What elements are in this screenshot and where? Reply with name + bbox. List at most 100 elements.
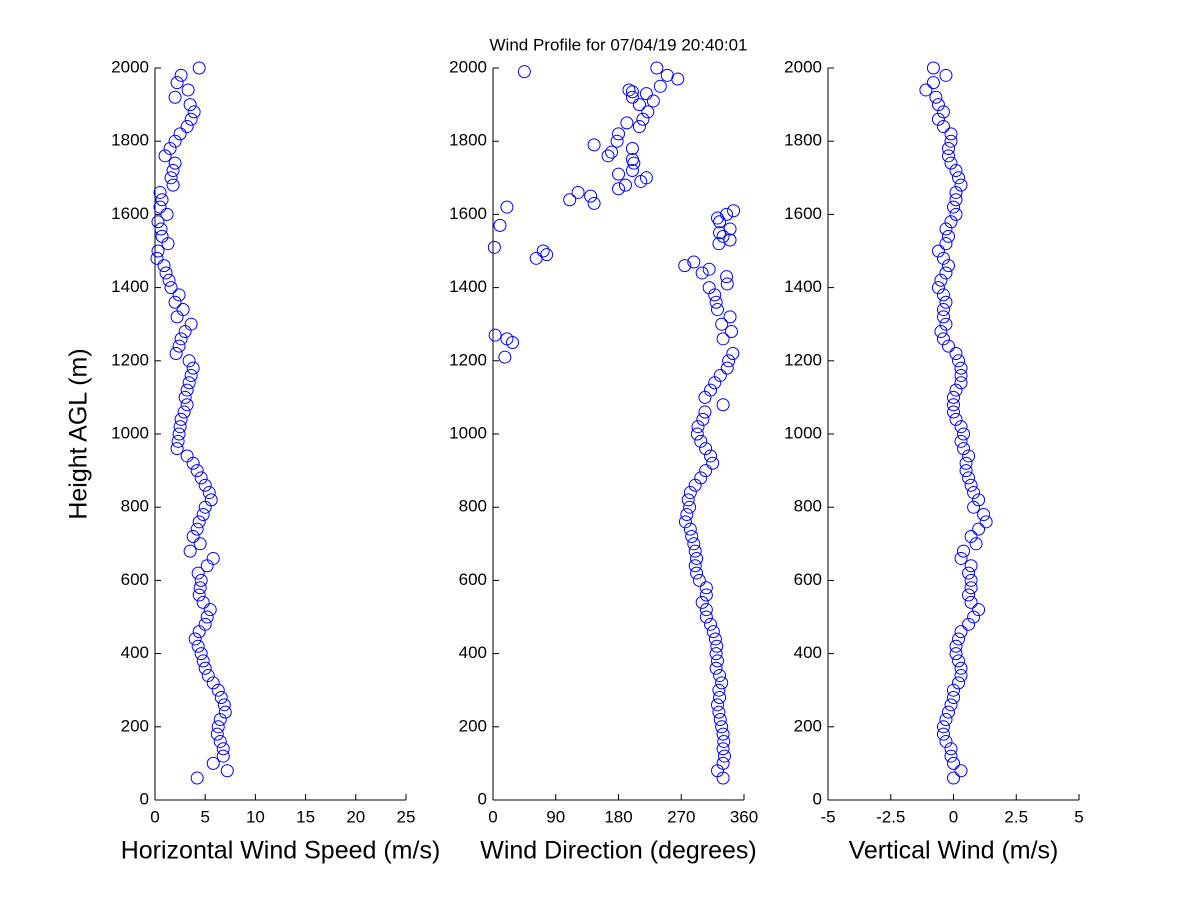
data-point [158, 149, 172, 163]
data-point [183, 544, 197, 558]
data-point [716, 398, 730, 412]
data-point [178, 390, 192, 404]
data-point [939, 222, 953, 236]
data-point [625, 142, 639, 156]
data-point [174, 412, 188, 426]
data-point [620, 116, 634, 130]
data-point [954, 368, 968, 382]
data-point [941, 229, 955, 243]
data-point [717, 749, 731, 763]
data-point [192, 625, 206, 639]
x-tick-label: 270 [667, 807, 695, 826]
data-point [198, 617, 212, 631]
data-point [191, 639, 205, 653]
data-point [941, 142, 955, 156]
data-point [944, 698, 958, 712]
data-point [536, 244, 550, 258]
data-point [979, 515, 993, 529]
data-point [688, 544, 702, 558]
data-point [972, 522, 986, 536]
data-point [977, 508, 991, 522]
data-point [957, 427, 971, 441]
data-point [493, 218, 507, 232]
data-point [193, 537, 207, 551]
data-point [170, 310, 184, 324]
data-point [601, 149, 615, 163]
data-point [690, 551, 704, 565]
data-point [186, 361, 200, 375]
data-point [947, 691, 960, 705]
data-point [692, 573, 706, 587]
data-point [967, 610, 981, 624]
data-point [622, 83, 636, 97]
data-point [639, 171, 653, 185]
data-point [713, 712, 727, 726]
data-point [962, 566, 976, 580]
y-tick-label: 200 [794, 716, 822, 735]
data-point [687, 537, 701, 551]
data-point [695, 266, 709, 280]
data-point [711, 303, 725, 317]
data-point [944, 134, 958, 148]
data-point [964, 529, 978, 543]
data-point [690, 427, 704, 441]
data-point [949, 647, 963, 661]
data-point [184, 112, 198, 126]
data-point [947, 405, 960, 419]
data-point [947, 398, 960, 412]
data-point [713, 215, 727, 229]
data-point [172, 288, 186, 302]
data-point [949, 383, 963, 397]
data-point [969, 537, 983, 551]
data-point [153, 185, 167, 199]
data-point [196, 508, 210, 522]
data-point [625, 85, 639, 99]
data-point [952, 354, 966, 368]
data-point [563, 193, 577, 207]
data-point [571, 185, 585, 199]
data-point [934, 273, 948, 287]
data-point [587, 138, 601, 152]
data-point [954, 420, 968, 434]
data-point [939, 237, 953, 251]
data-point [184, 317, 198, 331]
x-tick-label: 0 [150, 807, 159, 826]
data-point [206, 756, 220, 770]
data-point [685, 529, 699, 543]
data-point [713, 669, 727, 683]
data-point [954, 178, 968, 192]
data-point [699, 610, 713, 624]
data-point [540, 248, 554, 262]
data-point [150, 251, 164, 265]
data-point [936, 120, 950, 134]
data-point [154, 222, 168, 236]
data-point [954, 434, 968, 448]
data-point [182, 376, 196, 390]
data-point [187, 105, 201, 119]
data-point [612, 167, 625, 181]
data-point [517, 65, 531, 79]
data-point [694, 471, 708, 485]
y-tick-label: 1600 [111, 204, 149, 223]
data-point [171, 434, 185, 448]
data-point [936, 310, 950, 324]
data-point [944, 215, 958, 229]
data-point [186, 456, 200, 470]
data-point [713, 368, 727, 382]
data-point [954, 669, 968, 683]
data-point [646, 94, 660, 108]
data-point [216, 749, 230, 763]
data-point [709, 661, 723, 675]
data-point [211, 683, 225, 697]
data-point [632, 120, 646, 134]
data-point [715, 317, 729, 331]
data-point [944, 127, 958, 141]
y-tick-label: 0 [478, 789, 487, 808]
data-point [196, 595, 210, 609]
data-point [949, 412, 963, 426]
y-tick-label: 1800 [449, 131, 487, 150]
data-point [716, 756, 730, 770]
y-tick-label: 600 [459, 570, 487, 589]
data-point [709, 647, 723, 661]
